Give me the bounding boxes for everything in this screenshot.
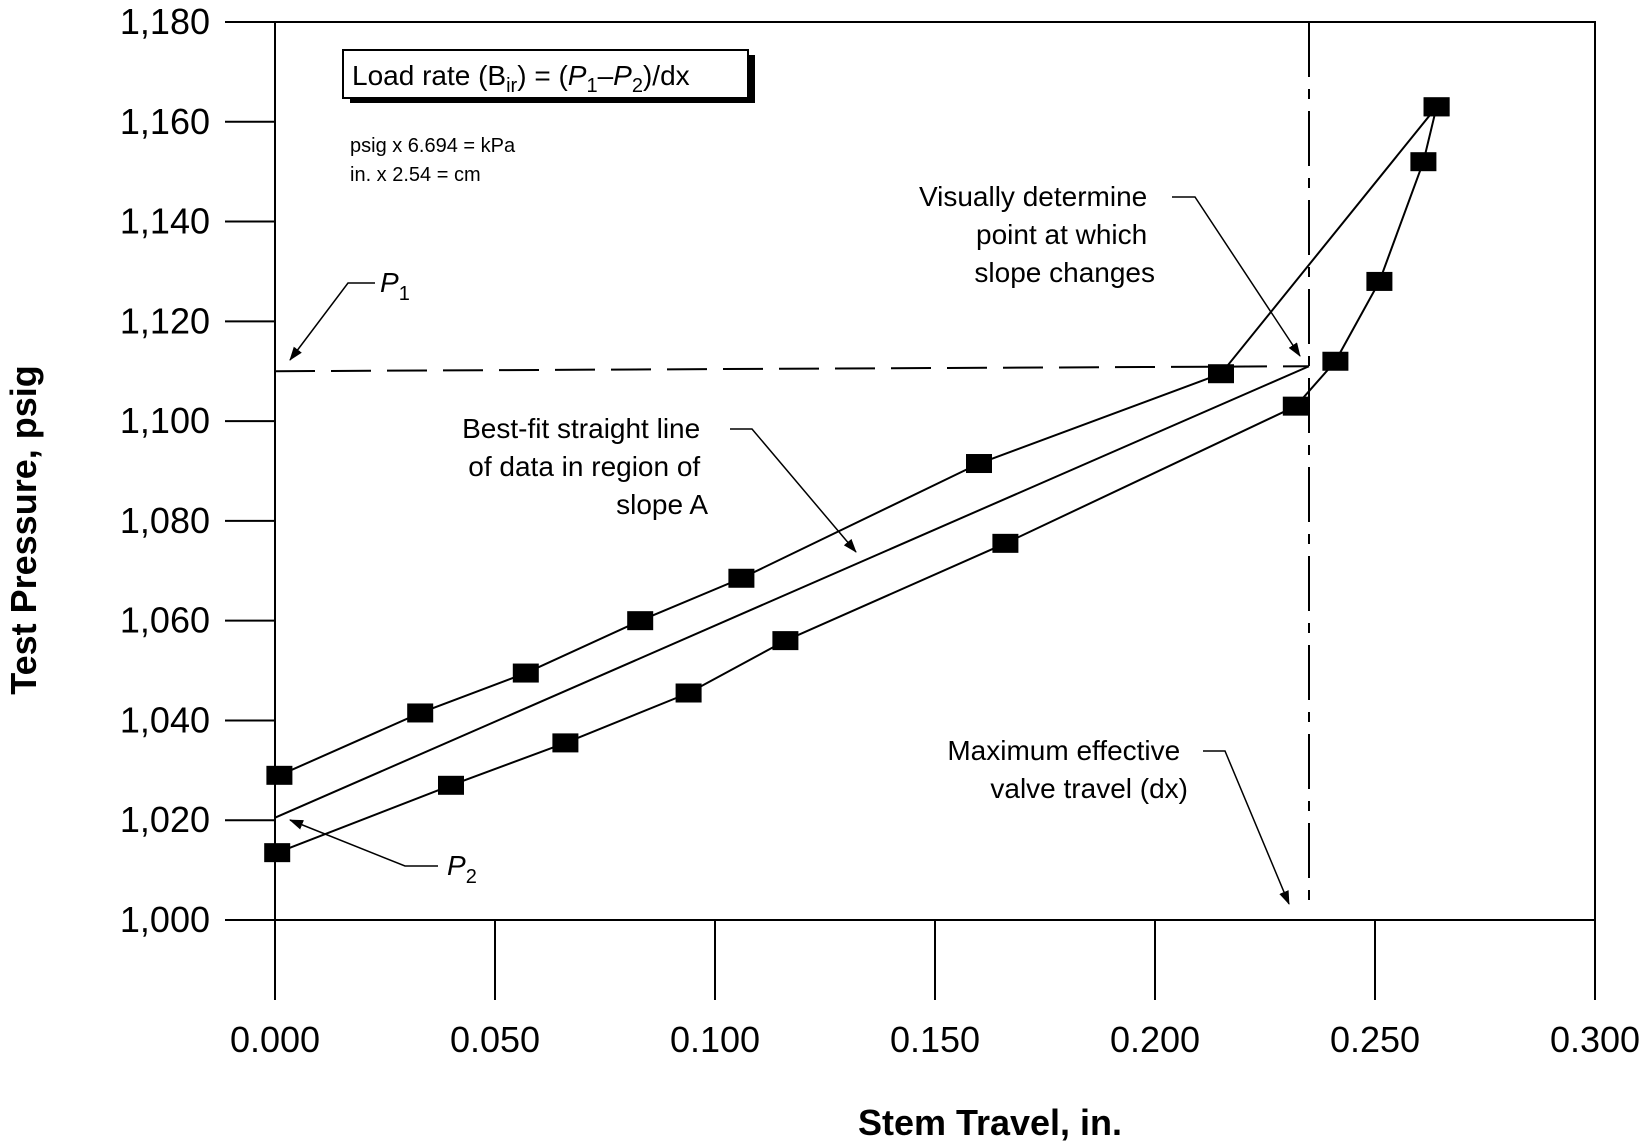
slope-change-line-1: Visually determine xyxy=(919,181,1147,212)
best-fit-line xyxy=(274,365,1310,819)
series-1-point xyxy=(1208,364,1234,384)
series-2-point xyxy=(438,775,464,795)
y-tick-label: 1,080 xyxy=(120,500,210,541)
p2-letter: P xyxy=(447,850,466,881)
series-2-point xyxy=(264,843,291,863)
formula-prefix: Load rate (B xyxy=(352,60,506,91)
series-2-point xyxy=(992,533,1019,553)
series-2-point xyxy=(1410,152,1437,172)
x-tick-label: 0.250 xyxy=(1330,1019,1420,1060)
x-tick-label: 0.150 xyxy=(890,1019,980,1060)
series-1-point xyxy=(266,765,293,785)
formula-mid: ) = ( xyxy=(517,60,568,91)
series-2-point xyxy=(675,683,702,703)
best-fit-line-3: slope A xyxy=(616,489,708,520)
slope-change-annotation: Visually determine point at which slope … xyxy=(919,181,1155,288)
p2-subscript: 2 xyxy=(466,866,477,888)
y-tick-label: 1,100 xyxy=(120,400,210,441)
data-markers xyxy=(264,97,1450,863)
axis-ticks xyxy=(225,21,1596,1000)
p1-dashed-line xyxy=(274,365,1310,373)
formula-p2-subscript: 2 xyxy=(632,75,643,97)
series-2-point xyxy=(772,631,799,651)
formula-p1-subscript: 1 xyxy=(586,75,597,97)
y-tick-label: 1,060 xyxy=(120,600,210,641)
p1-label: P1 xyxy=(380,267,410,305)
series-1-point xyxy=(627,611,654,631)
axis-tick-labels: 1,000 1,020 1,040 1,060 1,080 1,100 1,120 1,140… xyxy=(120,1,1640,1060)
best-fit-arrow xyxy=(730,428,857,553)
series-1-point xyxy=(966,454,992,474)
series-2-point xyxy=(1366,271,1393,291)
slope-change-line-2: point at which xyxy=(976,219,1147,250)
series-2-point xyxy=(1423,97,1450,117)
series-2-point xyxy=(1282,396,1309,416)
y-tick-label: 1,140 xyxy=(120,201,210,242)
x-tick-label: 0.050 xyxy=(450,1019,540,1060)
best-fit-line-2: of data in region of xyxy=(468,451,700,482)
y-tick-label: 1,020 xyxy=(120,799,210,840)
conversion-inch: in. x 2.54 = cm xyxy=(350,164,481,186)
series-1-point xyxy=(512,663,539,683)
y-tick-label: 1,120 xyxy=(120,300,210,341)
max-travel-line-2: valve travel (dx) xyxy=(990,773,1188,804)
max-travel-annotation: Maximum effective valve travel (dx) xyxy=(947,735,1188,804)
y-tick-label: 1,000 xyxy=(120,899,210,940)
formula-text: Load rate (Bir) = (P1–P2)/dx xyxy=(352,60,690,97)
conversion-psig: psig x 6.694 = kPa xyxy=(350,135,516,157)
formula-box: Load rate (Bir) = (P1–P2)/dx xyxy=(342,49,755,103)
max-travel-arrow xyxy=(1203,750,1290,905)
x-tick-label: 0.100 xyxy=(670,1019,760,1060)
series-1-point xyxy=(407,703,434,723)
best-fit-line-1: Best-fit straight line xyxy=(462,413,700,444)
y-tick-label: 1,040 xyxy=(120,699,210,740)
formula-subscript-ir: ir xyxy=(506,75,517,97)
p1-letter: P xyxy=(380,267,399,298)
formula-box-frame xyxy=(342,49,749,99)
series-2-point xyxy=(552,733,579,753)
p2-arrow xyxy=(289,819,438,867)
slope-change-line-3: slope changes xyxy=(974,257,1155,288)
best-fit-annotation: Best-fit straight line of data in region… xyxy=(462,413,708,520)
series-2-point xyxy=(1322,351,1349,371)
p2-label: P2 xyxy=(447,850,477,888)
x-tick-label: 0.000 xyxy=(230,1019,320,1060)
x-tick-label: 0.300 xyxy=(1550,1019,1640,1060)
formula-suffix: )/dx xyxy=(643,60,690,91)
formula-p2-letter: P xyxy=(613,60,632,91)
x-axis-title: Stem Travel, in. xyxy=(858,1102,1122,1143)
formula-p1-letter: P xyxy=(568,60,587,91)
x-tick-label: 0.200 xyxy=(1110,1019,1200,1060)
series-line-1 xyxy=(278,106,1438,777)
slope-change-arrow xyxy=(1172,196,1301,357)
formula-minus: – xyxy=(598,60,614,91)
y-axis-title: Test Pressure, psig xyxy=(3,365,44,694)
max-travel-line-1: Maximum effective xyxy=(947,735,1180,766)
y-tick-label: 1,180 xyxy=(120,1,210,42)
p1-subscript: 1 xyxy=(399,283,410,305)
series-1-point xyxy=(728,568,755,588)
y-tick-label: 1,160 xyxy=(120,101,210,142)
p1-arrow xyxy=(289,282,375,361)
